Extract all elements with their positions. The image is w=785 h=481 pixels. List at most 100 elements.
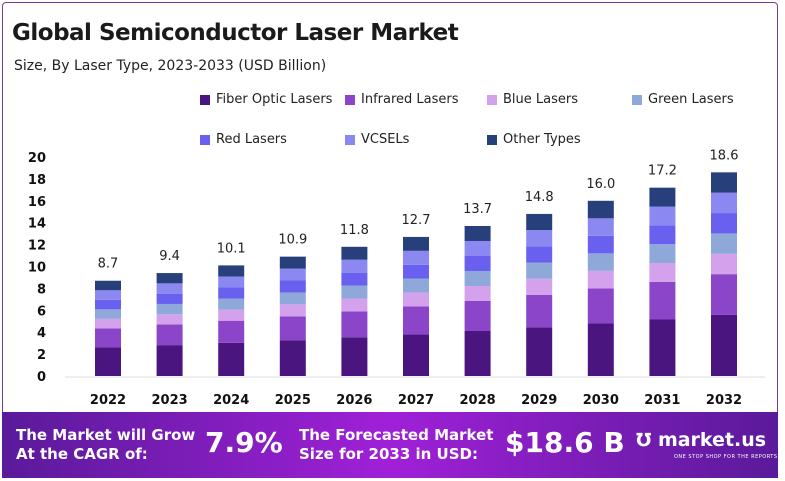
bar-segment: [711, 213, 737, 234]
bar-segment: [156, 293, 183, 304]
total-label: 14.8: [525, 190, 554, 205]
market-us-logo: ℧ market.us: [636, 429, 767, 451]
bar-segment: [156, 273, 183, 284]
bar-segment: [464, 270, 491, 286]
legend-item: Red Lasers: [200, 132, 287, 147]
y-tick-label: 20: [28, 151, 46, 166]
x-tick-label: 2027: [398, 393, 434, 408]
bar-segment: [156, 314, 183, 325]
bar-segment: [526, 213, 553, 231]
bar-segment: [403, 278, 429, 293]
y-tick-label: 14: [28, 217, 46, 232]
bar-segment: [649, 206, 676, 226]
bar-segment: [95, 299, 121, 310]
legend-label: Infrared Lasers: [361, 92, 459, 107]
cagr-label: The Market will Grow At the CAGR of:: [16, 426, 196, 463]
logo-icon: ℧: [636, 430, 652, 451]
bar-segment: [403, 250, 429, 265]
bar-segment: [464, 330, 491, 376]
bar-segment: [156, 324, 183, 346]
legend-swatch: [345, 134, 355, 145]
bar-segment: [95, 290, 121, 300]
bar-segment: [403, 236, 429, 251]
bar-segment: [341, 246, 368, 260]
bar-segment: [711, 192, 737, 214]
legend-label: Blue Lasers: [503, 92, 578, 107]
legend-swatch: [345, 94, 355, 105]
bar-segment: [218, 298, 245, 310]
legend-label: Green Lasers: [648, 92, 734, 107]
legend-label: Fiber Optic Lasers: [216, 92, 333, 107]
bar-segment: [526, 262, 553, 279]
bar-segment: [649, 281, 676, 320]
bar-segment: [156, 303, 183, 315]
total-label: 10.9: [278, 233, 307, 248]
legend-item: Infrared Lasers: [345, 92, 459, 107]
bar-segment: [403, 292, 429, 307]
bar-segment: [526, 230, 553, 247]
bar-segment: [711, 172, 737, 193]
bar-segment: [711, 314, 737, 376]
bar-segment: [341, 337, 368, 376]
total-label: 17.2: [648, 164, 677, 179]
bar-segment: [587, 288, 614, 324]
cagr-value: 7.9%: [205, 426, 283, 459]
legend-swatch: [200, 134, 210, 145]
bar-segment: [464, 255, 491, 271]
x-tick-label: 2022: [90, 393, 126, 408]
bar-segment: [711, 274, 737, 315]
bar-segment: [649, 244, 676, 263]
bar-segment: [279, 316, 306, 341]
x-tick-label: 2024: [213, 393, 249, 408]
bar-segment: [95, 328, 121, 348]
x-tick-label: 2026: [336, 393, 372, 408]
forecast-label: The Forecasted Market Size for 2033 in US…: [299, 426, 494, 463]
bar-segment: [218, 287, 245, 299]
y-tick-label: 2: [37, 348, 46, 363]
total-label: 13.7: [463, 202, 492, 217]
bar-segment: [649, 262, 676, 282]
x-tick-label: 2023: [152, 393, 188, 408]
bar-segment: [95, 280, 121, 291]
legend-swatch: [632, 94, 642, 105]
y-tick-label: 6: [37, 304, 46, 319]
bar-segment: [156, 283, 183, 294]
bar-segment: [464, 225, 491, 241]
bar-segment: [279, 292, 306, 305]
bar-segment: [279, 304, 306, 317]
chart-subtitle: Size, By Laser Type, 2023-2033 (USD Bill…: [14, 58, 327, 74]
total-label: 11.8: [340, 223, 369, 238]
bar-segment: [279, 256, 306, 269]
bar-segment: [341, 272, 368, 286]
bar-segment: [526, 278, 553, 295]
legend-swatch: [200, 94, 210, 105]
x-tick-label: 2031: [644, 393, 680, 408]
bar-segment: [403, 306, 429, 335]
legend-item: Blue Lasers: [487, 92, 578, 107]
bar-segment: [218, 309, 245, 321]
bar-segment: [464, 300, 491, 331]
legend-item: Fiber Optic Lasers: [200, 92, 332, 107]
forecast-value: $18.6 B: [505, 426, 625, 459]
bar-segment: [341, 259, 368, 273]
bar-segment: [341, 298, 368, 312]
bar-segment: [218, 265, 245, 277]
total-label: 12.7: [402, 213, 431, 228]
x-tick-label: 2028: [460, 393, 496, 408]
y-tick-label: 8: [37, 282, 46, 297]
bar-segment: [279, 268, 306, 281]
bar-segment: [95, 318, 121, 329]
bar-segment: [526, 246, 553, 263]
bar-segment: [649, 225, 676, 245]
bar-segment: [341, 285, 368, 299]
legend-item: Other Types: [487, 132, 581, 147]
bar-segment: [279, 340, 306, 376]
legend-label: Red Lasers: [216, 132, 287, 147]
legend-label: Other Types: [503, 132, 581, 147]
legend-swatch: [487, 94, 497, 105]
legend-swatch: [487, 134, 497, 145]
bar-segment: [464, 285, 491, 301]
bar-segment: [526, 294, 553, 328]
legend-label: VCSELs: [361, 132, 410, 147]
